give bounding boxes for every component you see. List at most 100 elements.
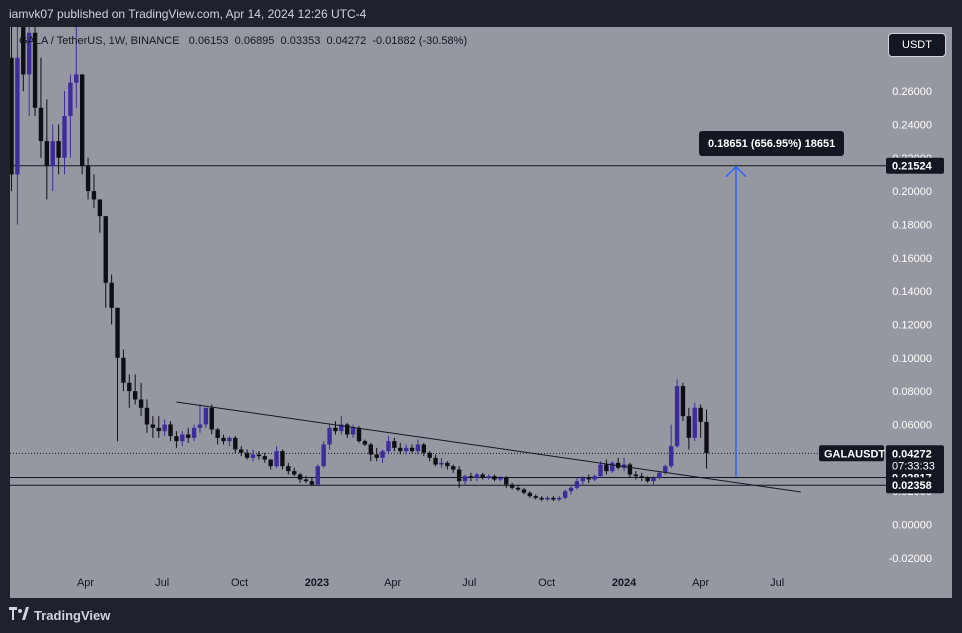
candle[interactable] [698,404,703,438]
candle[interactable] [668,424,674,468]
level-price-tag[interactable]: 0.02358 [886,477,944,494]
candle[interactable] [480,472,485,480]
candle[interactable] [610,461,615,473]
candle[interactable] [604,459,609,475]
candle[interactable] [386,436,391,455]
candle[interactable] [221,434,226,445]
candle[interactable] [256,451,262,460]
candle[interactable] [162,419,167,437]
candle[interactable] [15,27,20,225]
candle[interactable] [445,461,450,470]
candle[interactable] [268,459,273,470]
candle[interactable] [280,449,285,470]
candle[interactable] [527,491,533,498]
candle[interactable] [433,454,438,467]
candle[interactable] [392,437,397,452]
candle[interactable] [186,427,191,443]
candle[interactable] [586,474,591,483]
candle[interactable] [509,482,515,490]
candle[interactable] [132,374,138,405]
candle[interactable] [486,474,491,480]
candle[interactable] [421,442,426,457]
level-price-tag[interactable]: 0.21524 [886,157,944,174]
candle[interactable] [409,444,415,453]
candle[interactable] [156,416,161,438]
candle[interactable] [286,462,291,475]
candle[interactable] [327,424,332,450]
candle[interactable] [203,407,209,428]
candle[interactable] [274,446,279,468]
candle[interactable] [197,404,203,433]
candle[interactable] [215,427,220,445]
candle[interactable] [244,449,250,460]
candle[interactable] [639,472,644,482]
candle[interactable] [456,466,462,488]
candle[interactable] [168,421,173,442]
candle[interactable] [239,446,244,457]
candle[interactable] [692,402,697,442]
candle[interactable] [85,157,91,200]
candle[interactable] [651,476,656,485]
candle[interactable] [574,477,580,490]
candle[interactable] [350,424,356,438]
candle[interactable] [262,452,267,463]
candle[interactable] [79,74,85,175]
candle[interactable] [150,416,156,438]
candle[interactable] [504,476,509,488]
candle[interactable] [292,467,297,477]
candle[interactable] [633,471,639,480]
candle[interactable] [91,174,97,208]
candle[interactable] [674,379,680,448]
candle[interactable] [309,477,315,487]
candle[interactable] [21,27,26,92]
candle[interactable] [127,374,132,408]
candle[interactable] [533,494,538,500]
candle[interactable] [180,431,185,447]
candle[interactable] [333,421,338,435]
candle[interactable] [580,476,586,485]
candle[interactable] [515,484,521,492]
candle[interactable] [492,474,497,482]
candle[interactable] [362,439,368,447]
candle[interactable] [74,27,79,108]
candle[interactable] [562,489,568,500]
candle[interactable] [415,439,421,455]
candle[interactable] [474,472,480,482]
candle[interactable] [439,457,444,468]
candle[interactable] [686,407,692,450]
candle[interactable] [498,476,503,482]
candle[interactable] [592,474,597,482]
candle[interactable] [68,74,73,158]
candle[interactable] [209,404,214,435]
candle[interactable] [50,124,55,192]
candle[interactable] [97,199,103,233]
candle[interactable] [380,449,385,463]
candle[interactable] [233,436,238,453]
candle[interactable] [356,426,362,443]
candle[interactable] [44,99,50,200]
candle[interactable] [115,307,120,442]
price-chart[interactable]: 0.260000.240000.220000.200000.180000.160… [10,27,952,598]
candle[interactable] [345,422,350,438]
candle[interactable] [521,487,527,495]
candle[interactable] [468,472,474,482]
candle[interactable] [227,436,232,447]
candle[interactable] [451,464,456,473]
currency-button[interactable]: USDT [888,33,946,57]
candle[interactable] [321,441,326,468]
candle[interactable] [62,91,67,175]
candle[interactable] [38,57,44,158]
candle[interactable] [174,431,179,448]
candle[interactable] [32,27,38,117]
candle[interactable] [645,476,650,483]
candle[interactable] [374,447,379,462]
candle[interactable] [250,449,256,462]
candle[interactable] [26,27,32,117]
candle[interactable] [297,472,303,483]
candle[interactable] [657,471,662,480]
candle[interactable] [551,496,556,502]
candle[interactable] [680,382,686,422]
candle[interactable] [144,399,150,433]
candle[interactable] [557,496,562,502]
